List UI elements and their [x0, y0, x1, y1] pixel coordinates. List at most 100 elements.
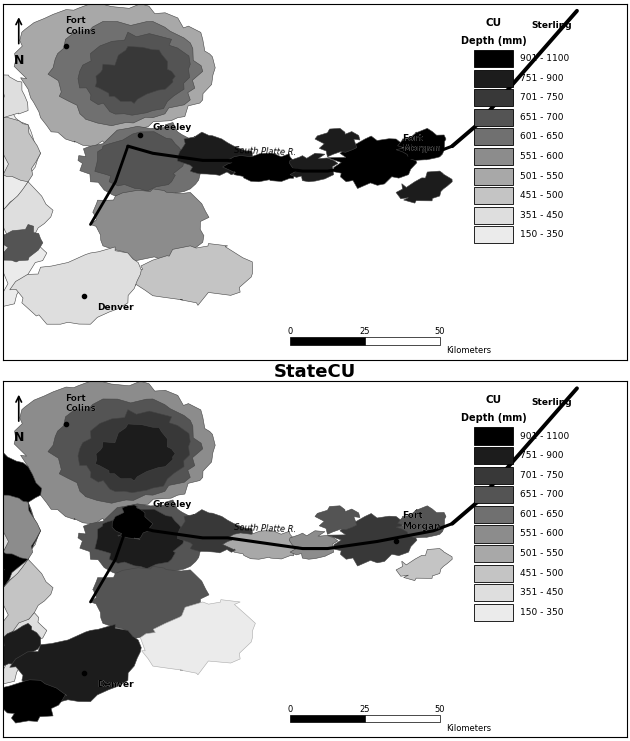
- Polygon shape: [396, 128, 446, 160]
- Polygon shape: [112, 505, 153, 539]
- Polygon shape: [289, 531, 338, 559]
- Polygon shape: [78, 32, 190, 115]
- Text: South Platte R.: South Platte R.: [234, 523, 296, 534]
- Text: Greeley: Greeley: [153, 123, 192, 132]
- Polygon shape: [3, 235, 47, 306]
- Text: 50: 50: [435, 328, 445, 336]
- Polygon shape: [178, 132, 253, 176]
- Polygon shape: [1, 225, 43, 262]
- FancyBboxPatch shape: [474, 70, 513, 87]
- Polygon shape: [222, 153, 302, 182]
- Text: Fort
Colins: Fort Colins: [66, 16, 96, 36]
- Polygon shape: [222, 531, 302, 559]
- Polygon shape: [0, 118, 40, 182]
- Text: Fort
Colins: Fort Colins: [66, 393, 96, 413]
- FancyBboxPatch shape: [474, 545, 513, 562]
- Polygon shape: [91, 189, 209, 261]
- Polygon shape: [0, 182, 53, 260]
- Text: 751 - 900: 751 - 900: [520, 73, 564, 83]
- Text: 351 - 450: 351 - 450: [520, 210, 564, 220]
- Polygon shape: [396, 506, 446, 538]
- Text: 701 - 750: 701 - 750: [520, 93, 564, 102]
- Polygon shape: [14, 381, 215, 527]
- Polygon shape: [0, 488, 40, 588]
- FancyBboxPatch shape: [474, 50, 513, 67]
- Text: Fort
Colins: Fort Colins: [66, 393, 96, 413]
- FancyBboxPatch shape: [474, 187, 513, 205]
- Text: 551 - 600: 551 - 600: [520, 530, 564, 539]
- Text: 451 - 500: 451 - 500: [520, 191, 564, 200]
- FancyBboxPatch shape: [474, 207, 513, 224]
- Text: 651 - 700: 651 - 700: [520, 113, 564, 122]
- Text: 901 - 1100: 901 - 1100: [520, 54, 570, 63]
- Polygon shape: [91, 566, 209, 639]
- Text: 0: 0: [287, 705, 293, 714]
- Text: 351 - 450: 351 - 450: [520, 588, 564, 597]
- Text: Sterling: Sterling: [532, 21, 572, 30]
- Text: Fort
Colins: Fort Colins: [66, 16, 96, 36]
- Polygon shape: [95, 509, 184, 568]
- Text: 451 - 500: 451 - 500: [520, 568, 564, 578]
- Text: Fort
Morgan: Fort Morgan: [403, 134, 441, 153]
- FancyBboxPatch shape: [474, 167, 513, 185]
- Bar: [365, 337, 440, 345]
- Polygon shape: [315, 506, 360, 534]
- Text: Denver: Denver: [97, 303, 134, 312]
- Polygon shape: [78, 410, 190, 493]
- Text: Fort
Morgan: Fort Morgan: [403, 511, 441, 531]
- Polygon shape: [0, 495, 40, 559]
- FancyBboxPatch shape: [474, 565, 513, 582]
- Polygon shape: [95, 424, 175, 481]
- Text: 501 - 550: 501 - 550: [520, 172, 564, 181]
- FancyBboxPatch shape: [474, 428, 513, 445]
- Title: METRIC: METRIC: [277, 0, 353, 4]
- FancyBboxPatch shape: [474, 506, 513, 523]
- Text: CU: CU: [485, 18, 501, 28]
- Text: Greeley: Greeley: [153, 123, 192, 132]
- Text: Kilometers: Kilometers: [446, 724, 491, 733]
- Polygon shape: [140, 599, 255, 675]
- Title: StateCU: StateCU: [274, 363, 356, 381]
- Text: 751 - 900: 751 - 900: [520, 451, 564, 460]
- FancyBboxPatch shape: [474, 525, 513, 542]
- FancyBboxPatch shape: [474, 584, 513, 601]
- Text: 551 - 600: 551 - 600: [520, 152, 564, 161]
- Polygon shape: [95, 132, 184, 191]
- Text: Greeley: Greeley: [153, 500, 192, 509]
- Polygon shape: [0, 110, 40, 210]
- Polygon shape: [315, 128, 360, 157]
- Text: Denver: Denver: [97, 303, 134, 312]
- FancyBboxPatch shape: [474, 128, 513, 145]
- Text: 601 - 650: 601 - 650: [520, 510, 564, 519]
- Text: Depth (mm): Depth (mm): [461, 36, 526, 46]
- Polygon shape: [0, 453, 42, 509]
- FancyBboxPatch shape: [474, 109, 513, 126]
- Polygon shape: [48, 399, 203, 503]
- Polygon shape: [328, 136, 417, 188]
- Text: Fort
Morgan: Fort Morgan: [403, 511, 441, 531]
- Text: Denver: Denver: [97, 680, 134, 689]
- Text: Greeley: Greeley: [153, 500, 192, 509]
- Polygon shape: [78, 500, 203, 577]
- Polygon shape: [1, 75, 28, 118]
- Bar: [365, 714, 440, 722]
- Polygon shape: [48, 21, 203, 126]
- Text: 0: 0: [287, 328, 293, 336]
- Text: 25: 25: [360, 705, 370, 714]
- Text: 150 - 350: 150 - 350: [520, 230, 564, 239]
- Bar: [290, 337, 365, 345]
- Text: 501 - 550: 501 - 550: [520, 549, 564, 558]
- Text: 25: 25: [360, 328, 370, 336]
- FancyBboxPatch shape: [474, 89, 513, 106]
- Polygon shape: [178, 510, 253, 553]
- Polygon shape: [128, 244, 253, 305]
- Text: Sterling: Sterling: [532, 398, 572, 407]
- Polygon shape: [328, 514, 417, 566]
- Text: 150 - 350: 150 - 350: [520, 608, 564, 617]
- Polygon shape: [9, 247, 141, 325]
- FancyBboxPatch shape: [474, 447, 513, 464]
- Text: N: N: [14, 53, 24, 67]
- Polygon shape: [396, 548, 452, 581]
- Polygon shape: [3, 613, 47, 684]
- Text: 901 - 1100: 901 - 1100: [520, 431, 570, 441]
